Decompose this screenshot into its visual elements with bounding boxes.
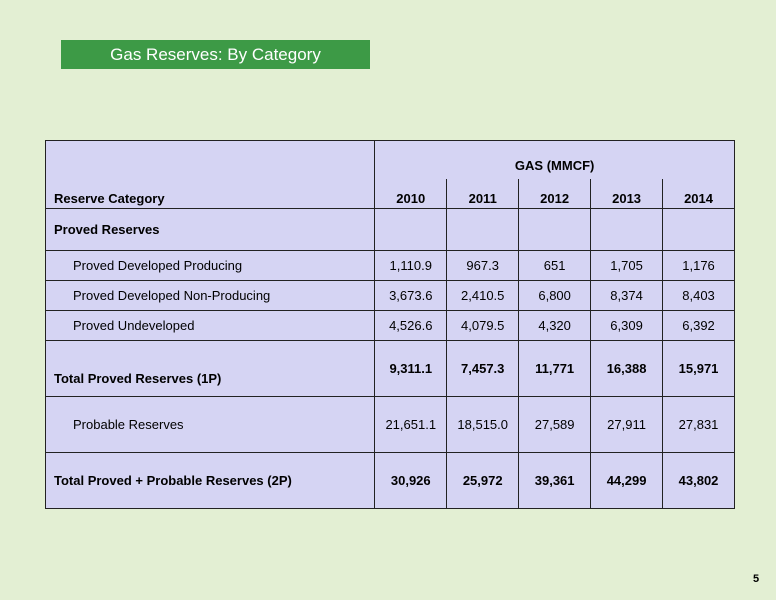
year-header: 2011 [446,178,520,209]
year-header: 2013 [590,178,664,209]
table-cell: 967.3 [446,250,520,281]
table-cell: 1,110.9 [374,250,448,281]
row-label: Total Proved Reserves (1P) [44,340,376,397]
table-cell: 6,800 [518,280,592,311]
table-cell: 4,526.6 [374,310,448,341]
table-cell: 651 [518,250,592,281]
table-cell: 9,311.1 [374,340,448,397]
section-label: Proved Reserves [44,208,376,251]
row-label: Proved Developed Producing [44,250,376,281]
reserves-table: Reserve Category GAS (MMCF) 2010 2011 20… [44,140,735,509]
row-label: Total Proved + Probable Reserves (2P) [44,452,376,509]
slide-title: Gas Reserves: By Category [61,40,370,69]
table-cell: 18,515.0 [446,396,520,453]
section-row-proved: Proved Reserves [44,208,735,251]
table-cell: 6,309 [590,310,664,341]
total-row-2p: Total Proved + Probable Reserves (2P) 30… [44,452,735,509]
header-row-group: Reserve Category GAS (MMCF) [44,140,735,209]
category-header: Reserve Category [44,140,376,209]
table-cell: 43,802 [662,452,735,509]
table-cell: 15,971 [662,340,735,397]
row-label: Proved Undeveloped [44,310,376,341]
table-cell: 30,926 [374,452,448,509]
table-cell: 8,403 [662,280,735,311]
table-row: Proved Developed Producing 1,110.9 967.3… [44,250,735,281]
page-number: 5 [753,573,760,585]
table-cell: 44,299 [590,452,664,509]
table-cell: 39,361 [518,452,592,509]
table-row: Probable Reserves 21,651.1 18,515.0 27,5… [44,396,735,453]
table-cell: 6,392 [662,310,735,341]
table-cell: 1,176 [662,250,735,281]
table-cell: 11,771 [518,340,592,397]
table-cell: 4,079.5 [446,310,520,341]
table-cell: 1,705 [590,250,664,281]
table-row: Proved Developed Non-Producing 3,673.6 2… [44,280,735,311]
table-cell: 27,831 [662,396,735,453]
total-row-1p: Total Proved Reserves (1P) 9,311.1 7,457… [44,340,735,397]
year-header: 2012 [518,178,592,209]
table-cell: 8,374 [590,280,664,311]
table-cell: 2,410.5 [446,280,520,311]
table-cell: 27,589 [518,396,592,453]
table-cell: 4,320 [518,310,592,341]
table-cell: 25,972 [446,452,520,509]
year-header: 2010 [374,178,448,209]
gas-unit-header: GAS (MMCF) [374,140,735,179]
year-header: 2014 [662,178,735,209]
table-cell: 21,651.1 [374,396,448,453]
table-cell: 16,388 [590,340,664,397]
table-cell: 3,673.6 [374,280,448,311]
header-row-years: 2010 2011 2012 2013 2014 [46,178,735,209]
row-label: Probable Reserves [44,396,376,453]
table-cell: 7,457.3 [446,340,520,397]
row-label: Proved Developed Non-Producing [44,280,376,311]
table-row: Proved Undeveloped 4,526.6 4,079.5 4,320… [44,310,735,341]
table-cell: 27,911 [590,396,664,453]
